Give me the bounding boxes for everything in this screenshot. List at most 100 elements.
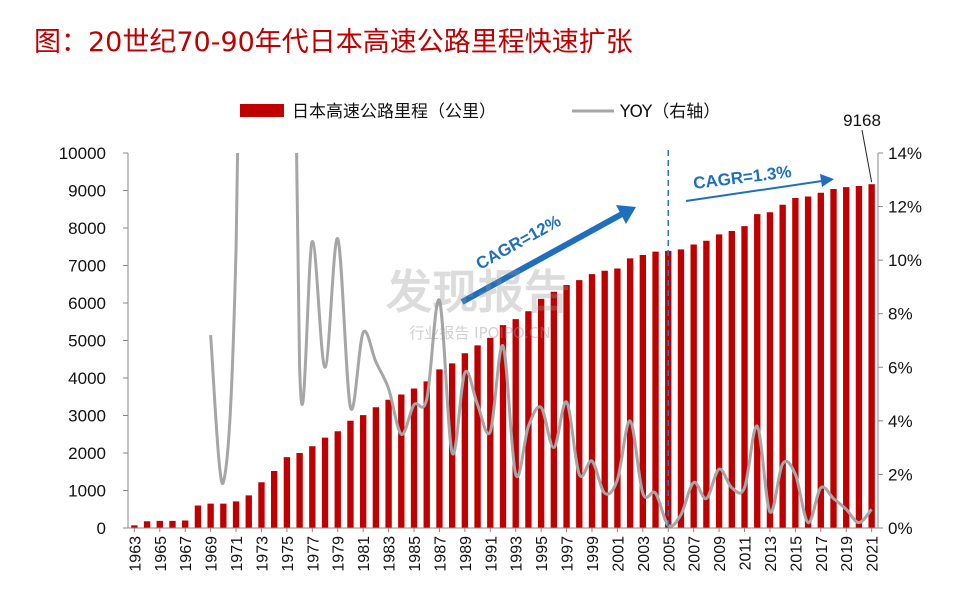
- last-value-label: 9168: [843, 111, 881, 130]
- x-tick-label: 1983: [382, 536, 399, 572]
- left-tick-label: 4000: [68, 369, 106, 388]
- bar-1990: [474, 345, 481, 528]
- right-tick-label: 12%: [888, 198, 922, 217]
- bar-1998: [576, 280, 583, 528]
- bar-2015: [792, 198, 799, 528]
- bar-1975: [283, 457, 291, 528]
- x-tick-label: 1997: [560, 536, 577, 572]
- cagr2-arrow-shaft: [685, 180, 823, 202]
- bar-2001: [614, 268, 621, 528]
- bar-2007: [690, 244, 697, 528]
- bar-1963: [131, 525, 138, 528]
- left-tick-label: 6000: [68, 294, 106, 313]
- left-tick-label: 1000: [68, 482, 106, 501]
- bar-2000: [601, 270, 608, 528]
- x-tick-label: 2001: [610, 536, 627, 572]
- left-tick-label: 3000: [68, 407, 106, 426]
- x-tick-label: 2005: [661, 536, 678, 572]
- bar-2010: [728, 231, 735, 528]
- x-tick-label: 1967: [178, 536, 195, 572]
- bar-1968: [194, 505, 202, 528]
- bar-2008: [703, 240, 710, 528]
- x-tick-label: 2021: [865, 536, 882, 572]
- watermark-sub: 行业报告 IPOIPO.CN: [409, 324, 550, 342]
- watermark-main: 发现报告: [386, 265, 570, 319]
- bar-2002: [626, 258, 634, 528]
- cagr1-arrow-shaft: [460, 211, 624, 305]
- bar-1987: [436, 369, 443, 528]
- legend: 日本高速公路里程（公里） YOY（右轴）: [240, 102, 720, 122]
- x-tick-label: 1979: [331, 536, 348, 572]
- x-tick-label: 2013: [763, 536, 780, 572]
- yoy-series: [209, 153, 873, 528]
- bar-1964: [143, 521, 151, 528]
- bar-2014: [779, 204, 786, 528]
- x-tick-label: 1971: [229, 536, 246, 572]
- right-tick-label: 2%: [888, 465, 913, 484]
- x-tick-label: 1999: [585, 536, 602, 572]
- legend-bar-label: 日本高速公路里程（公里）: [292, 102, 496, 122]
- x-tick-label: 2009: [712, 536, 729, 572]
- x-tick-label: 1991: [483, 536, 500, 572]
- bar-1971: [232, 501, 240, 528]
- bar-2012: [754, 214, 761, 528]
- bar-2016: [804, 196, 812, 528]
- x-tick-label: 1989: [458, 536, 475, 572]
- bar-2009: [715, 234, 723, 528]
- left-tick-label: 7000: [68, 257, 106, 276]
- bar-2003: [639, 255, 647, 528]
- x-tick-label: 1963: [127, 536, 144, 572]
- legend-line-label: YOY（右轴）: [619, 102, 720, 122]
- left-axis: 0 1000 2000 3000 4000 5000 6000 7000 8000 9000 100…: [59, 144, 129, 538]
- bar-1980: [347, 420, 354, 528]
- bar-2020: [855, 186, 863, 528]
- x-tick-label: 1993: [509, 536, 526, 572]
- bar-1992: [499, 325, 507, 528]
- bar-1984: [398, 394, 405, 528]
- bar-1974: [271, 471, 278, 528]
- left-tick-label: 5000: [68, 332, 106, 351]
- legend-bar-swatch: [240, 104, 284, 117]
- x-tick-label: 2011: [738, 536, 755, 571]
- x-tick-label: 1987: [432, 536, 449, 572]
- bar-1982: [372, 407, 380, 528]
- yoy-line: [209, 153, 873, 528]
- x-tick-label: 1965: [153, 536, 170, 572]
- cagr1-arrow-head: [616, 205, 636, 224]
- bar-1997: [563, 285, 570, 528]
- left-tick-label: 2000: [68, 444, 106, 463]
- bar-1983: [385, 399, 392, 528]
- bar-2017: [817, 192, 824, 528]
- bar-1999: [588, 274, 596, 528]
- x-tick-label: 2003: [636, 536, 653, 572]
- x-tick-label: 1969: [204, 536, 221, 572]
- bar-1966: [169, 520, 176, 528]
- bar-2013: [766, 212, 774, 528]
- bar-1967: [182, 520, 189, 528]
- bar-1973: [258, 482, 265, 528]
- right-tick-label: 4%: [888, 412, 913, 431]
- bar-1996: [550, 291, 558, 528]
- bar-1995: [537, 298, 545, 528]
- bar-2021: [868, 184, 875, 528]
- bar-1978: [321, 437, 329, 528]
- right-axis: 0% 2% 4% 6% 8% 10% 12% 14%: [877, 144, 922, 538]
- left-tick-label: 8000: [68, 219, 106, 238]
- bar-1985: [410, 388, 418, 528]
- x-tick-label: 2007: [687, 536, 704, 572]
- bar-2018: [830, 189, 837, 528]
- bar-1976: [296, 453, 303, 528]
- bar-1972: [245, 495, 252, 528]
- x-tick-label: 2019: [839, 536, 856, 572]
- bar-2011: [741, 226, 748, 528]
- chart-title: 图：20世纪70-90年代日本高速公路里程快速扩张: [34, 27, 633, 58]
- bar-1981: [359, 415, 367, 528]
- bar-2004: [652, 251, 659, 528]
- bar-1979: [334, 431, 341, 528]
- right-tick-label: 14%: [888, 144, 922, 163]
- bar-2019: [843, 187, 850, 528]
- x-tick-label: 2015: [788, 536, 805, 572]
- bar-1977: [309, 446, 316, 528]
